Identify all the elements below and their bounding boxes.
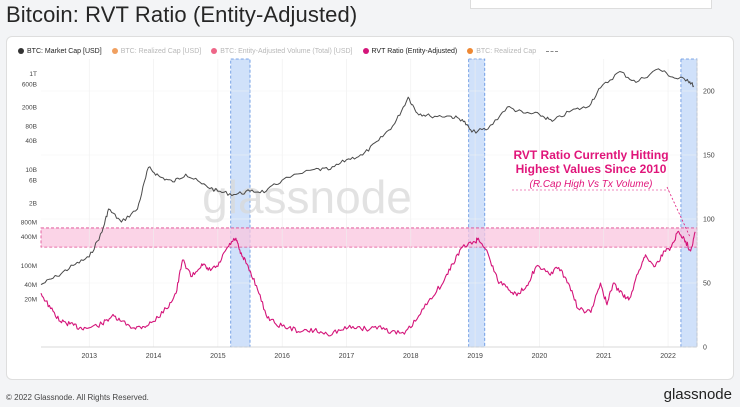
x-tick-label: 2013	[81, 353, 97, 360]
legend-label: BTC: Market Cap [USD]	[27, 47, 102, 55]
annotation-line-1: RVT Ratio Currently Hitting	[513, 148, 668, 162]
highlight-period-2	[468, 58, 486, 348]
legend-item[interactable]: RVT Ratio (Entity-Adjusted)	[362, 47, 458, 55]
highlight-periods	[230, 58, 698, 348]
y-left-tick-label: 400M	[21, 234, 37, 241]
legend-dot-icon	[211, 48, 218, 54]
x-tick-label: 2017	[339, 353, 355, 360]
legend-more-icon[interactable]	[546, 50, 559, 52]
axes: 2013 2014 2015 2016 2017 2018 2019 2020 2021 2022…	[21, 59, 715, 360]
y-right-tick-label: 200	[703, 89, 715, 96]
threshold-band-rect	[40, 227, 698, 248]
x-tick-label: 2019	[467, 353, 483, 360]
watermark: glassnode	[202, 171, 412, 223]
y-left-tick-label: 10B	[25, 167, 37, 174]
rvt-series	[40, 230, 696, 337]
y-left-tick-label: 40M	[24, 282, 37, 289]
y-right-tick-label: 150	[703, 153, 715, 160]
x-tick-label: 2022	[660, 353, 676, 360]
y-left-tick-label: 800M	[21, 220, 37, 227]
legend-dot-icon	[18, 48, 24, 54]
x-tick-label: 2020	[532, 353, 548, 360]
legend-label: BTC: Realized Cap [USD]	[120, 47, 202, 55]
annotation-group: RVT Ratio Currently Hitting Highest Valu…	[512, 148, 691, 238]
y-right-tick-label: 50	[703, 281, 711, 288]
legend-dot-icon	[467, 48, 474, 54]
y-left-tick-label: 40B	[25, 138, 37, 145]
y-left-tick-label: 6B	[29, 178, 37, 185]
chart-panel: glassnode 2013 2014 2015 2016 2017 2018 2019 20…	[6, 36, 734, 380]
chart-svg: glassnode 2013 2014 2015 2016 2017 2018 2019 20…	[21, 58, 715, 360]
legend: BTC: Market Cap [USD] BTC: Realized Cap […	[18, 45, 559, 57]
x-tick-label: 2016	[274, 353, 290, 360]
footer-copyright: © 2022 Glassnode. All Rights Reserved.	[6, 393, 149, 402]
page-title: Bitcoin: RVT Ratio (Entity-Adjusted)	[6, 2, 358, 27]
legend-item[interactable]: BTC: Market Cap [USD]	[18, 48, 102, 55]
legend-item[interactable]: BTC: Entity-Adjusted Volume (Total) [USD…	[211, 47, 353, 55]
x-tick-label: 2018	[403, 353, 419, 360]
legend-dot-icon	[111, 48, 118, 54]
x-tick-label: 2015	[210, 353, 226, 360]
y-left-tick-label: 2B	[29, 201, 37, 208]
top-toolbar-strip	[470, 0, 712, 9]
x-tick-label: 2014	[146, 353, 162, 360]
annotation-line-2: Highest Values Since 2010	[516, 162, 667, 176]
market-cap-series	[40, 68, 695, 286]
y-left-tick-label: 80B	[25, 124, 37, 131]
legend-item[interactable]: BTC: Realized Cap [USD]	[111, 47, 202, 55]
legend-label: BTC: Entity-Adjusted Volume (Total) [USD…	[220, 47, 353, 55]
y-left-tick-label: 1T	[29, 71, 37, 78]
footer-brand: glassnode	[663, 386, 732, 403]
y-right-tick-label: 100	[703, 217, 715, 224]
y-right-tick-label: 0	[703, 345, 707, 352]
highlight-period-3	[680, 58, 698, 348]
market-cap-line	[40, 68, 695, 286]
legend-item[interactable]: BTC: Realized Cap	[467, 48, 536, 55]
y-left-tick-label: 200B	[22, 105, 37, 112]
x-tick-label: 2021	[596, 353, 612, 360]
legend-dot-icon	[362, 48, 369, 54]
legend-label: RVT Ratio (Entity-Adjusted)	[371, 47, 458, 55]
annotation-line-3: (R.Cap High Vs Tx Volume)	[530, 179, 653, 190]
threshold-band	[40, 227, 698, 248]
rvt-ratio-line	[40, 230, 696, 337]
y-left-tick-label: 600B	[22, 82, 37, 89]
y-left-tick-label: 20M	[24, 297, 37, 304]
legend-label: BTC: Realized Cap	[476, 47, 537, 55]
annotation-pointer	[666, 186, 691, 238]
y-left-tick-label: 100M	[21, 263, 37, 270]
